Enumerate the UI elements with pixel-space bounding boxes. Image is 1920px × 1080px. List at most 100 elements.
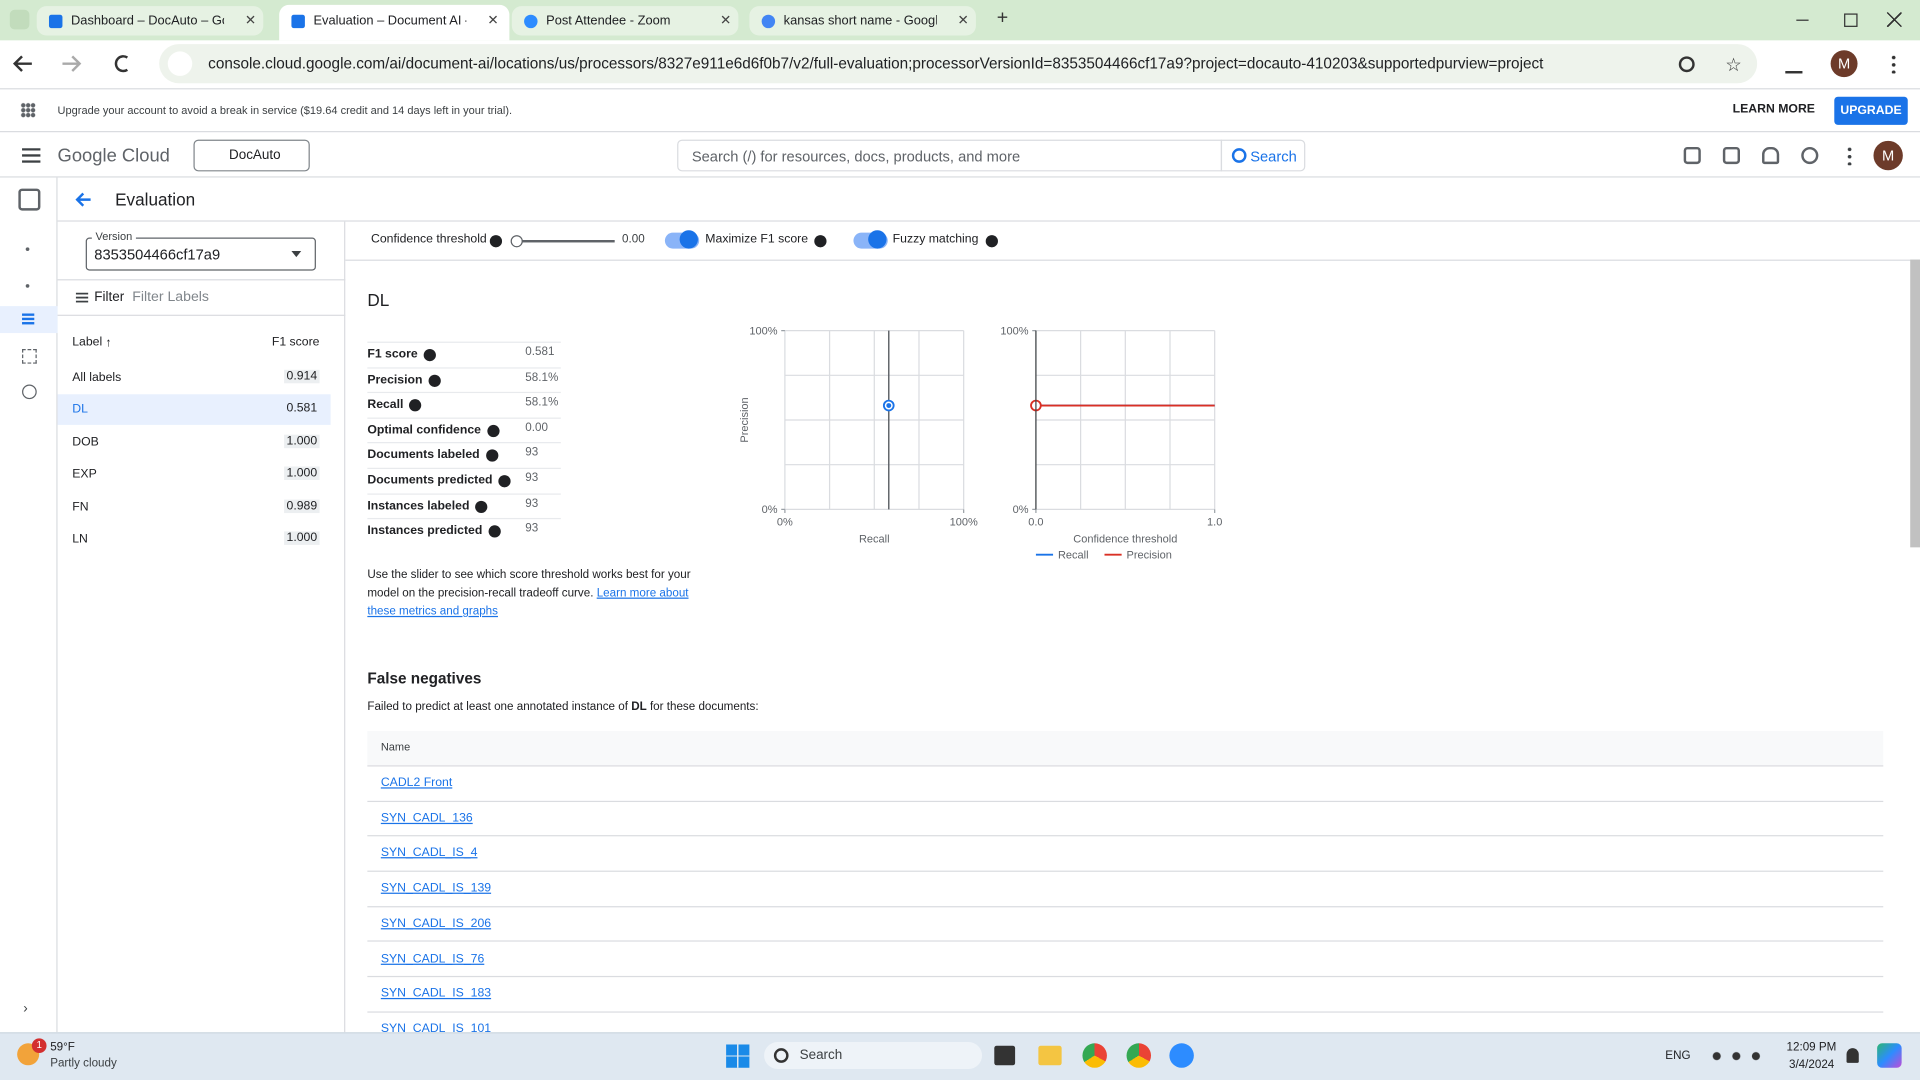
gemini-icon[interactable] [1683, 146, 1701, 165]
task-view-icon[interactable] [994, 1045, 1016, 1066]
copilot-icon[interactable] [1877, 1043, 1902, 1068]
tab-close[interactable]: ✕ [487, 13, 499, 29]
zoom-icon[interactable] [1678, 56, 1695, 73]
help-icon[interactable] [408, 399, 422, 412]
document-link[interactable]: SYN_CADL_IS_139 [380, 881, 492, 896]
table-row [367, 767, 1884, 802]
version-value: 8353504466cf17a9 [94, 246, 221, 264]
filter-label[interactable]: Filter [94, 290, 125, 305]
confidence-slider-thumb[interactable] [510, 235, 523, 248]
maximize-f1-label: Maximize F1 score [705, 232, 809, 247]
main-menu-button[interactable] [22, 148, 41, 163]
metric-row [367, 341, 561, 366]
document-link[interactable]: SYN_CADL_IS_206 [380, 916, 492, 931]
label-column-header[interactable]: Label [72, 335, 103, 349]
apps-icon[interactable] [20, 102, 36, 118]
document-link[interactable]: SYN_CADL_IS_4 [380, 846, 478, 861]
profile-avatar[interactable]: M [1830, 50, 1858, 78]
site-info-button[interactable] [167, 51, 193, 76]
document-link[interactable]: SYN_CADL_IS_183 [380, 987, 492, 1001]
confidence-slider-track[interactable] [516, 240, 615, 243]
help-icon[interactable] [985, 235, 998, 248]
settings-menu[interactable] [1847, 145, 1852, 166]
filter-input[interactable]: Filter Labels [132, 290, 209, 305]
system-tray-icons[interactable] [1706, 1049, 1766, 1063]
document-ai-icon[interactable] [18, 188, 41, 211]
product-name[interactable]: Google Cloud [57, 145, 170, 167]
rail-item[interactable] [22, 384, 37, 400]
learn-more-link[interactable]: Learn more about these metrics and graph… [367, 586, 689, 619]
back-arrow[interactable] [73, 190, 93, 210]
help-icon[interactable] [1801, 146, 1819, 165]
help-icon[interactable] [487, 424, 500, 437]
minimize-button[interactable] [1796, 19, 1809, 21]
omnibox[interactable] [159, 44, 1758, 84]
tab-close[interactable]: ✕ [720, 13, 732, 29]
back-button[interactable] [12, 55, 32, 72]
close-window-button[interactable] [1886, 12, 1902, 27]
chrome-icon[interactable] [1126, 1043, 1152, 1068]
score-column-header[interactable]: F1 score [271, 335, 320, 349]
tab-search-button[interactable] [9, 9, 30, 30]
help-icon[interactable] [428, 374, 441, 387]
metric-name: Precision [367, 372, 423, 387]
tab-icon [291, 14, 305, 29]
scrollbar-thumb[interactable] [1910, 259, 1920, 548]
help-icon[interactable] [814, 235, 827, 248]
clock-time[interactable]: 12:09 PM [1786, 1040, 1837, 1055]
tab[interactable] [749, 6, 976, 36]
document-link[interactable]: SYN_CADL_IS_76 [380, 952, 485, 966]
cloud-shell-icon[interactable] [1722, 146, 1740, 165]
language[interactable]: ENG [1665, 1049, 1691, 1063]
file-explorer-icon[interactable] [1038, 1045, 1062, 1066]
tab-close[interactable]: ✕ [957, 13, 969, 29]
notifications-icon[interactable] [1762, 146, 1780, 165]
start-button[interactable] [726, 1044, 750, 1068]
help-icon[interactable] [489, 235, 503, 248]
taskbar-search-label: Search [799, 1048, 843, 1063]
downloads-icon[interactable] [1785, 54, 1803, 74]
tab[interactable] [511, 6, 739, 36]
tab-close[interactable]: ✕ [244, 13, 257, 29]
reload-button[interactable] [114, 55, 129, 73]
expand-rail-button[interactable]: › [23, 1001, 28, 1017]
grid [1035, 329, 1216, 510]
restore-button[interactable] [1844, 13, 1858, 27]
new-tab-button[interactable]: + [996, 7, 1009, 29]
name-column-header: Name [380, 740, 411, 754]
tab-active[interactable] [279, 4, 510, 41]
browser-menu[interactable] [1891, 53, 1896, 74]
document-link[interactable]: SYN_CADL_136 [380, 811, 473, 825]
label-name: All labels [72, 371, 122, 385]
rail-item[interactable] [25, 247, 30, 252]
help-icon[interactable] [488, 525, 501, 538]
help-icon[interactable] [498, 475, 511, 488]
bookmark-icon[interactable]: ☆ [1725, 55, 1742, 76]
metric-value: 0.581 [525, 345, 555, 359]
help-icon[interactable] [475, 500, 488, 513]
forward-button[interactable] [62, 55, 82, 72]
learn-more-link[interactable]: LEARN MORE [1732, 102, 1815, 117]
upgrade-button[interactable]: UPGRADE [1834, 96, 1908, 125]
account-avatar[interactable]: M [1873, 140, 1903, 171]
tab[interactable] [36, 6, 264, 36]
project-picker[interactable] [193, 139, 310, 172]
search-button[interactable] [1220, 139, 1306, 172]
x-tick-label: 100% [950, 516, 978, 528]
false-negatives-title: False negatives [367, 669, 482, 687]
zoom-app-icon[interactable] [1169, 1043, 1194, 1068]
search-icon [1231, 148, 1247, 163]
help-icon[interactable] [423, 348, 436, 362]
clock-date[interactable]: 3/4/2024 [1788, 1057, 1835, 1072]
chrome-icon[interactable] [1082, 1043, 1107, 1068]
search-button-label: Search [1250, 148, 1297, 166]
version-select[interactable] [85, 237, 316, 271]
document-link[interactable]: CADL2 Front [380, 776, 453, 790]
notification-bell[interactable] [1846, 1048, 1859, 1063]
sort-arrow[interactable]: ↑ [105, 336, 112, 351]
taskbar-search[interactable] [764, 1042, 983, 1069]
rail-item[interactable] [25, 284, 30, 288]
help-icon[interactable] [486, 449, 499, 463]
rail-item[interactable] [22, 348, 37, 364]
metric-value: 93 [525, 496, 539, 511]
